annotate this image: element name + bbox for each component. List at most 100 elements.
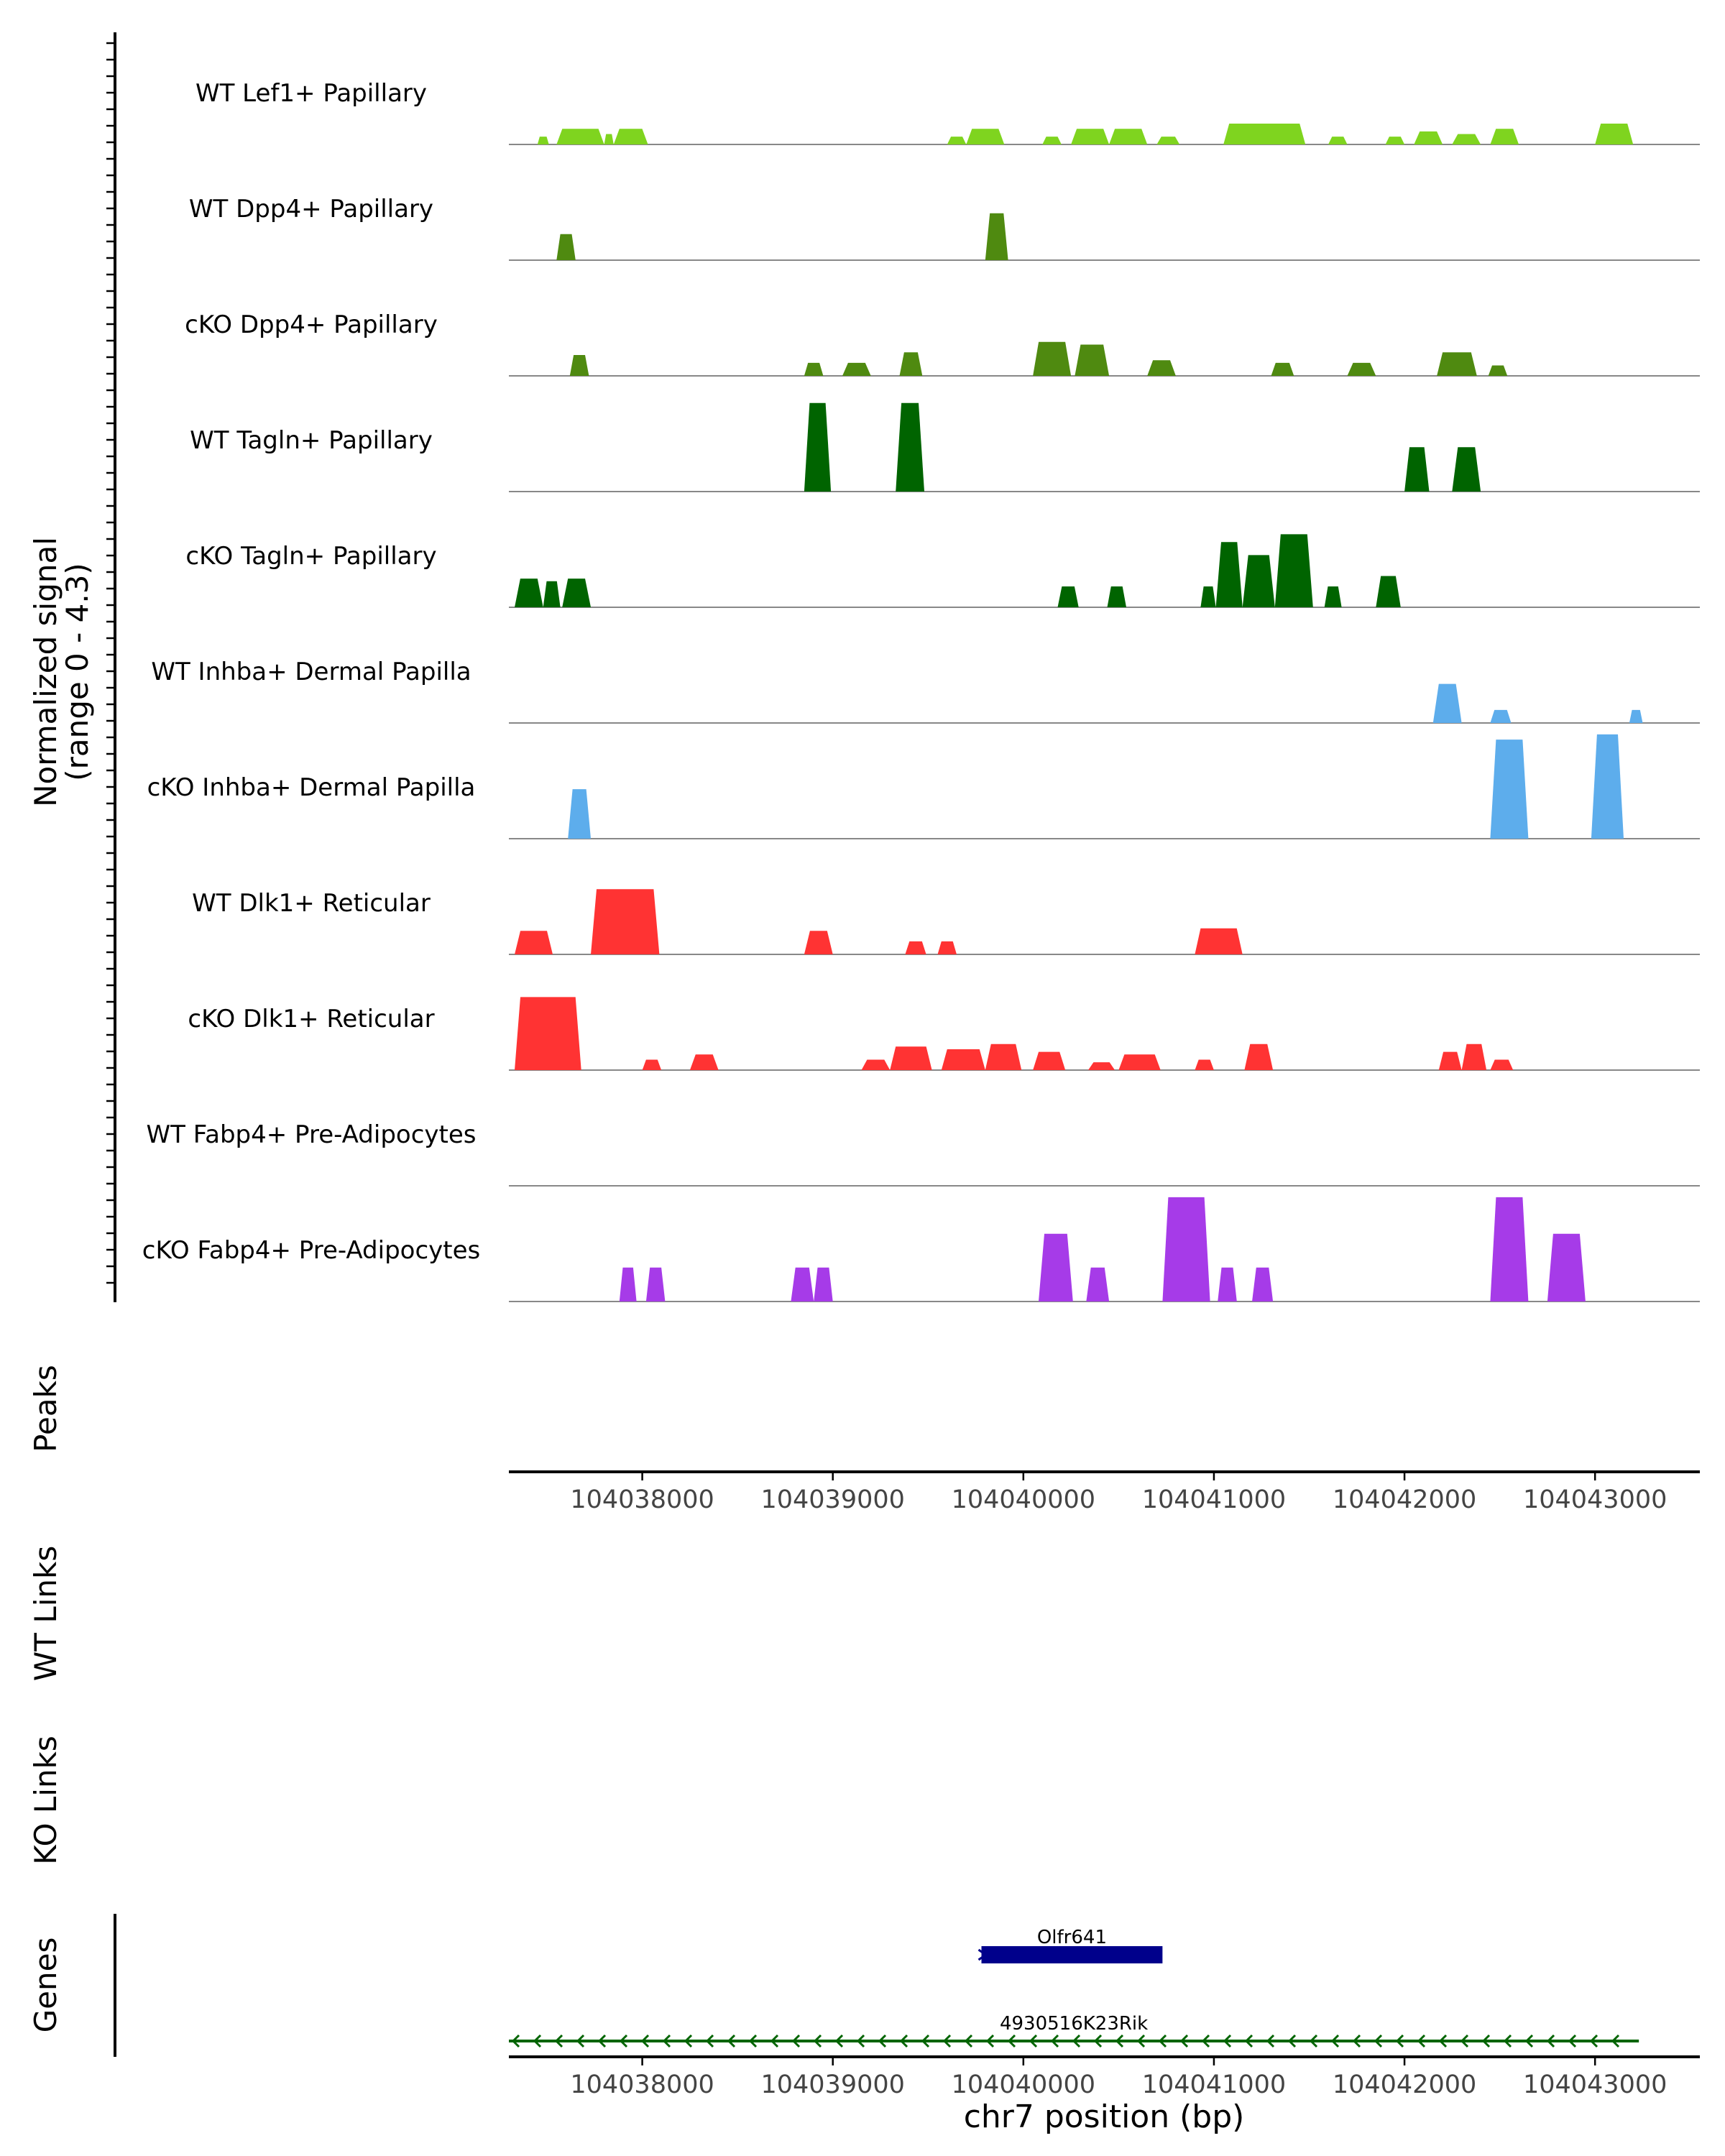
track-10: WT Fabp4+ Pre-Adipocytes	[147, 1120, 1700, 1187]
coverage-peak	[1223, 124, 1306, 144]
track-3: cKO Dpp4+ Papillary	[185, 310, 1700, 377]
coverage-peak	[562, 579, 591, 607]
coverage-peak	[905, 941, 926, 954]
strand-arrow	[748, 2034, 758, 2048]
coverage-peak	[947, 137, 967, 144]
strand-arrow	[1417, 2034, 1426, 2048]
gene-annotations: Olfr641 4930516K23Rik	[509, 1927, 1639, 2048]
strand-arrow	[1050, 2034, 1059, 2048]
coverage-peak	[569, 355, 589, 376]
wt-links-panel-label: WT Links	[28, 1546, 63, 1681]
strand-arrow	[942, 2034, 952, 2048]
coverage-peak	[804, 931, 833, 954]
coverage-peak	[1088, 1062, 1116, 1070]
strand-arrow	[1611, 2034, 1620, 2048]
strand-arrow	[1266, 2034, 1275, 2048]
gene-1: Olfr641	[978, 1927, 1163, 1963]
strand-arrow	[1158, 2034, 1167, 2048]
strand-arrow	[770, 2034, 779, 2048]
strand-arrow	[1287, 2034, 1297, 2048]
x-axis-title: chr7 position (bp)	[964, 2099, 1245, 2135]
coverage-peak	[1432, 683, 1462, 723]
coverage-peak	[1274, 534, 1313, 607]
strand-arrow	[1244, 2034, 1254, 2048]
coverage-peak	[1057, 586, 1079, 607]
peaks-x-tick-label: 104039000	[760, 1485, 904, 1514]
coverage-peak	[842, 362, 871, 376]
strand-arrow	[1460, 2034, 1469, 2048]
strand-arrow	[1395, 2034, 1404, 2048]
y-axis-ticks	[106, 42, 115, 1284]
strand-arrow	[1524, 2034, 1534, 2048]
track-label: WT Dpp4+ Papillary	[189, 195, 433, 224]
coverage-peak	[791, 1267, 814, 1302]
coverage-peak	[1591, 734, 1624, 839]
track-5: cKO Tagln+ Papillary	[185, 534, 1700, 608]
coverage-peak	[1404, 447, 1430, 492]
coverage-peak	[985, 1044, 1022, 1070]
strand-arrow	[619, 2034, 628, 2048]
track-1: WT Lef1+ Papillary	[196, 79, 1700, 145]
coverage-peak	[1328, 137, 1348, 144]
strand-arrow	[597, 2034, 607, 2048]
coverage-peak	[1629, 709, 1643, 723]
strand-arrow	[1438, 2034, 1448, 2048]
peaks-x-tick-label: 104042000	[1333, 1485, 1476, 1514]
peaks-x-axis-ticks: 104038000 104039000 104040000 104041000 1040…	[570, 1472, 1667, 1514]
ko-links-panel-label: KO Links	[28, 1736, 63, 1865]
strand-arrow	[554, 2034, 564, 2048]
track-9: cKO Dlk1+ Reticular	[188, 997, 1700, 1071]
peaks-panel-label: Peaks	[28, 1365, 63, 1452]
coverage-peak	[1244, 1044, 1274, 1070]
coverage-peak	[1490, 1059, 1514, 1070]
coverage-peak	[1252, 1267, 1274, 1302]
gene-label: 4930516K23Rik	[1000, 2013, 1148, 2035]
strand-arrow	[856, 2034, 865, 2048]
coverage-peak	[814, 1267, 833, 1302]
peaks-x-tick-label: 104043000	[1523, 1485, 1667, 1514]
coverage-peak	[1347, 362, 1376, 376]
track-label: cKO Inhba+ Dermal Papilla	[147, 773, 476, 802]
strand-arrow	[727, 2034, 736, 2048]
coverage-peak	[1071, 129, 1110, 144]
coverage-peak	[1156, 137, 1180, 144]
track-label: cKO Tagln+ Papillary	[185, 542, 436, 571]
strand-arrow	[1072, 2034, 1081, 2048]
strand-arrow	[1093, 2034, 1103, 2048]
coverage-peak	[1490, 740, 1529, 839]
gene-body	[981, 1946, 1163, 1963]
strand-arrow	[576, 2034, 585, 2048]
strand-arrow	[1007, 2034, 1016, 2048]
genes-x-tick-label: 104040000	[952, 2070, 1095, 2099]
strand-arrow	[978, 1948, 988, 1961]
strand-arrow	[813, 2034, 822, 2048]
strand-arrow	[1568, 2034, 1577, 2048]
coverage-peak	[1438, 1051, 1462, 1070]
coverage-peak	[1042, 137, 1062, 144]
track-label: WT Dlk1+ Reticular	[192, 889, 431, 918]
track-label: WT Fabp4+ Pre-Adipocytes	[147, 1120, 477, 1149]
coverage-peak	[556, 234, 576, 260]
coverage-peak	[899, 352, 923, 376]
gene-2: 4930516K23Rik	[509, 2013, 1639, 2048]
track-label: WT Inhba+ Dermal Papilla	[151, 658, 471, 686]
strand-arrow	[705, 2034, 714, 2048]
coverage-peak	[896, 402, 924, 492]
gene-label: Olfr641	[1037, 1927, 1107, 1948]
coverage-peak	[1109, 129, 1148, 144]
genes-x-tick-label: 104043000	[1523, 2070, 1667, 2099]
coverage-peak	[1490, 1197, 1529, 1302]
track-2: WT Dpp4+ Papillary	[189, 195, 1700, 261]
peaks-x-tick-label: 104038000	[570, 1485, 714, 1514]
track-label: cKO Dpp4+ Papillary	[185, 310, 438, 339]
track-4: WT Tagln+ Papillary	[190, 402, 1700, 492]
coverage-peak	[1218, 1267, 1237, 1302]
strand-arrow	[1309, 2034, 1318, 2048]
strand-arrow	[1481, 2034, 1491, 2048]
coverage-peak	[1086, 1267, 1110, 1302]
strand-arrow	[791, 2034, 801, 2048]
coverage-peak	[1075, 344, 1110, 376]
genes-x-axis-ticks: 104038000 104039000 104040000 104041000 1040…	[570, 2057, 1667, 2099]
genes-panel-label: Genes	[28, 1938, 63, 2033]
